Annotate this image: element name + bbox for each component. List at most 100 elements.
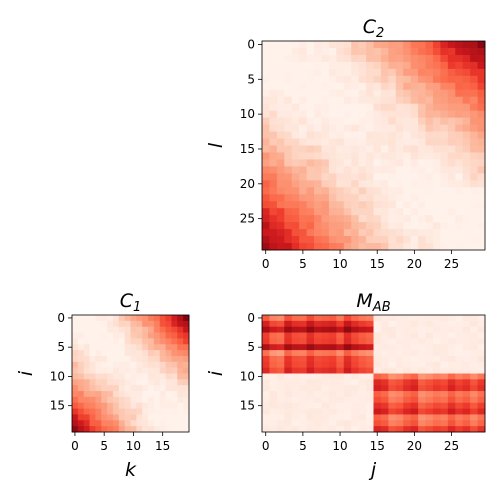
heatmap-cell [388,385,397,392]
heatmap-cell [470,229,478,237]
heatmap-cell [462,396,471,404]
heatmap-cell [148,379,155,386]
heatmap-cell [403,396,412,404]
heatmap-cell [403,166,412,174]
heatmap-cell [455,391,464,398]
heatmap-cell [299,326,307,333]
heatmap-cell [358,215,367,223]
heatmap-cell [118,420,126,427]
heatmap-cell [447,201,456,209]
heatmap-cell [410,326,419,333]
heatmap-cell [373,420,382,427]
heatmap-cell [299,96,307,105]
heatmap-cell [403,338,412,345]
heatmap-cell [321,124,330,132]
heatmap-cell [477,350,486,357]
heatmap-cell [101,361,108,369]
heatmap-cell [183,355,190,363]
heatmap-cell [130,315,137,322]
heatmap-cell [425,315,434,322]
heatmap-cell [388,414,397,421]
heatmap-cell [380,367,389,374]
heatmap-cell [171,344,178,351]
heatmap-cell [284,166,293,174]
heatmap-cell [269,243,278,251]
heatmap-cell [358,414,367,421]
heatmap-cell [177,338,184,345]
heatmap-cell [447,96,456,105]
heatmap-cell [380,103,389,112]
heatmap-cell [403,350,412,357]
heatmap-cell [124,367,131,374]
heatmap-cell [171,414,178,421]
heatmap-cell [148,344,155,351]
heatmap-cell [159,408,166,415]
heatmap-cell [470,391,478,398]
heatmap-cell [477,215,486,223]
heatmap-cell [107,391,114,398]
heatmap-cell [142,367,149,374]
heatmap-cell [72,350,79,357]
heatmap-cell [410,391,419,398]
heatmap-cell [455,332,464,339]
heatmap-cell [321,344,330,351]
heatmap-cell [276,75,285,84]
heatmap-cell [299,124,307,132]
heatmap-cell [388,208,397,216]
heatmap-cell [284,379,293,386]
heatmap-cell [440,222,449,230]
heatmap-cell [77,379,85,386]
heatmap-cell [366,173,374,181]
heatmap-cell [328,396,337,404]
heatmap-cell [470,82,478,91]
heatmap-cell [314,75,322,84]
heatmap-cell [358,408,367,415]
heatmap-cell [418,355,426,363]
heatmap-cell [470,110,478,119]
heatmap-cell [343,159,352,167]
heatmap-cell [403,379,412,386]
heatmap-cell [276,173,285,181]
heatmap-cell [455,426,464,433]
heatmap-cell [432,344,441,351]
heatmap-cell [418,201,426,209]
heatmap-cell [395,208,404,216]
heatmap-cell [440,385,449,392]
heatmap-cell [124,385,131,392]
heatmap-cell [142,408,149,415]
heatmap-cell [321,332,330,339]
heatmap-cell [358,180,367,188]
heatmap-cell [462,138,471,146]
heatmap-cell [447,138,456,146]
heatmap-cell [321,54,330,63]
heatmap-cell [403,187,412,195]
heatmap-cell [403,173,412,181]
heatmap-cell [299,379,307,386]
heatmap-cell [358,201,367,209]
heatmap-cell [477,201,486,209]
heatmap-cell [262,159,270,167]
heatmap-cell [72,355,79,363]
heatmap-cell [440,166,449,174]
heatmap-cell [351,47,360,56]
heatmap-cell [291,138,300,146]
heatmap-cell [321,396,330,404]
heatmap-cell [403,408,412,415]
heatmap-cell [455,229,464,237]
heatmap-cell [72,385,79,392]
heatmap-cell [477,89,486,98]
heatmap-cell [358,82,367,91]
heatmap-cell [321,159,330,167]
heatmap-cell [358,315,367,322]
heatmap-cell [112,361,120,369]
heatmap-cell [314,47,322,56]
heatmap-cell [418,414,426,421]
heatmap-cell [343,47,352,56]
y-tick-label: 15 [240,142,255,156]
heatmap-cell [455,82,464,91]
heatmap-cell [403,326,412,333]
heatmap-cell [380,180,389,188]
heatmap-cell [124,338,131,345]
heatmap-cell [395,396,404,404]
